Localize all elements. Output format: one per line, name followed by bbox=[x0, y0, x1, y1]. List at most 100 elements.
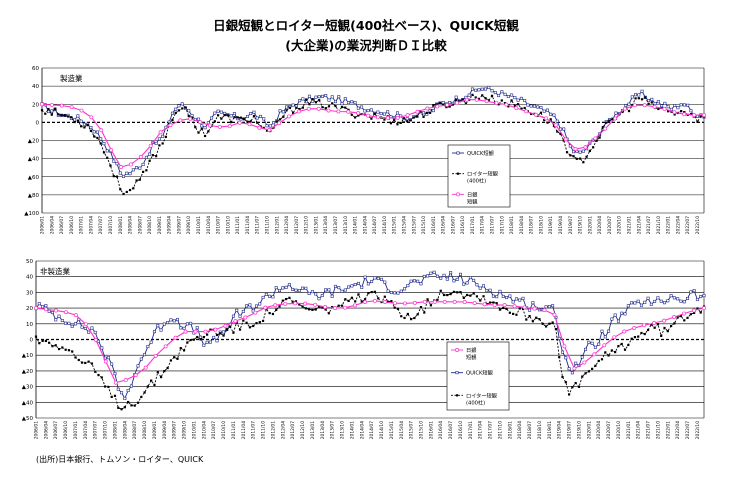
data-point-reuters bbox=[497, 103, 500, 106]
data-point-reuters bbox=[122, 192, 125, 196]
data-point-reuters bbox=[660, 334, 663, 337]
data-point-reuters bbox=[502, 306, 505, 309]
x-tick-label: 2020/07 bbox=[606, 421, 612, 439]
x-tick-label: 2009/01 bbox=[157, 216, 163, 234]
data-point-quick bbox=[656, 100, 660, 104]
x-tick-label: 2013/07 bbox=[330, 421, 336, 439]
data-point-boj bbox=[563, 137, 568, 142]
data-point-quick bbox=[180, 102, 184, 106]
data-point-boj bbox=[482, 302, 487, 307]
data-point-quick bbox=[60, 319, 64, 323]
data-point-reuters bbox=[321, 106, 324, 109]
x-tick-label: 2008/01 bbox=[112, 421, 118, 439]
data-point-quick bbox=[521, 296, 525, 300]
data-point-reuters bbox=[317, 305, 321, 308]
data-point-reuters bbox=[347, 299, 350, 303]
y-tick-label: ▲50 bbox=[22, 416, 34, 422]
data-point-quick bbox=[682, 103, 686, 107]
series-reuters bbox=[40, 93, 706, 196]
data-point-quick bbox=[143, 353, 147, 357]
data-point-quick bbox=[620, 311, 624, 315]
data-point-quick bbox=[340, 289, 344, 293]
data-point-reuters bbox=[696, 307, 699, 310]
data-point-reuters bbox=[354, 300, 357, 303]
data-point-quick bbox=[626, 304, 630, 308]
data-point-quick bbox=[412, 279, 416, 283]
data-point-reuters bbox=[84, 361, 87, 365]
x-tick-label: 2011/01 bbox=[235, 216, 241, 234]
data-point-quick bbox=[252, 110, 256, 114]
data-point-reuters bbox=[311, 97, 314, 101]
x-tick-label: 2009/04 bbox=[167, 216, 173, 234]
data-point-reuters bbox=[334, 105, 337, 108]
data-point-quick bbox=[356, 106, 360, 110]
data-point-reuters bbox=[423, 311, 426, 314]
data-point-reuters bbox=[571, 386, 574, 389]
data-point-quick bbox=[301, 97, 305, 101]
data-point-quick bbox=[219, 110, 223, 114]
data-point-quick bbox=[50, 109, 54, 113]
data-point-quick bbox=[50, 311, 54, 315]
data-point-reuters bbox=[174, 111, 177, 114]
data-point-reuters bbox=[594, 364, 597, 367]
data-point-reuters bbox=[442, 103, 445, 106]
data-point-quick bbox=[607, 329, 611, 333]
data-point-quick bbox=[650, 97, 654, 101]
data-point-quick bbox=[89, 126, 93, 130]
data-point-reuters bbox=[209, 328, 212, 331]
data-point-boj bbox=[402, 301, 407, 306]
data-point-reuters bbox=[556, 130, 559, 133]
data-point-quick bbox=[431, 109, 435, 113]
data-point-quick bbox=[262, 117, 266, 121]
data-point-reuters bbox=[109, 164, 112, 167]
data-point-boj bbox=[702, 306, 706, 311]
data-point-quick bbox=[630, 95, 634, 99]
x-tick-label: 2016/01 bbox=[431, 216, 437, 234]
data-point-quick bbox=[383, 280, 387, 284]
data-point-boj bbox=[267, 127, 272, 132]
data-point-quick bbox=[363, 109, 367, 113]
data-point-quick bbox=[366, 109, 370, 113]
data-point-reuters bbox=[627, 109, 631, 113]
data-point-quick bbox=[301, 286, 305, 290]
data-point-quick bbox=[493, 91, 497, 95]
data-point-boj bbox=[237, 120, 242, 125]
data-point-reuters bbox=[236, 116, 239, 119]
x-tick-label: 2014/07 bbox=[372, 216, 378, 234]
data-point-quick bbox=[90, 326, 94, 330]
data-point-quick bbox=[54, 318, 58, 322]
data-point-quick bbox=[125, 171, 129, 175]
data-point-quick bbox=[136, 364, 140, 368]
data-point-reuters bbox=[472, 292, 475, 295]
data-point-quick bbox=[245, 304, 249, 308]
data-point-reuters bbox=[479, 299, 482, 302]
data-point-quick bbox=[498, 289, 502, 293]
data-point-quick bbox=[203, 126, 207, 130]
data-point-quick bbox=[170, 111, 174, 115]
data-point-quick bbox=[395, 111, 399, 115]
data-point-reuters bbox=[389, 122, 393, 125]
data-point-boj bbox=[642, 323, 647, 328]
data-point-quick bbox=[501, 294, 505, 298]
legend-marker-reuters bbox=[456, 172, 460, 175]
data-point-quick bbox=[304, 286, 308, 290]
data-point-reuters bbox=[370, 117, 373, 120]
x-tick-label: 2006/01 bbox=[34, 421, 40, 439]
x-tick-label: 2007/07 bbox=[93, 421, 99, 439]
data-point-reuters bbox=[584, 372, 587, 375]
data-point-reuters bbox=[159, 375, 163, 379]
y-tick-label: 40 bbox=[26, 275, 33, 281]
data-point-boj bbox=[532, 306, 537, 311]
data-point-quick bbox=[44, 304, 48, 308]
data-point-quick bbox=[470, 87, 474, 91]
x-tick-label: 2019/01 bbox=[548, 216, 554, 234]
data-point-reuters bbox=[275, 120, 278, 123]
data-point-boj bbox=[573, 147, 578, 151]
data-point-quick bbox=[126, 389, 130, 393]
x-tick-label: 2019/07 bbox=[568, 216, 574, 234]
data-point-reuters bbox=[696, 120, 699, 123]
data-point-quick bbox=[80, 325, 84, 329]
data-point-quick bbox=[115, 162, 119, 166]
data-point-quick bbox=[146, 345, 150, 349]
data-point-quick bbox=[105, 149, 109, 153]
